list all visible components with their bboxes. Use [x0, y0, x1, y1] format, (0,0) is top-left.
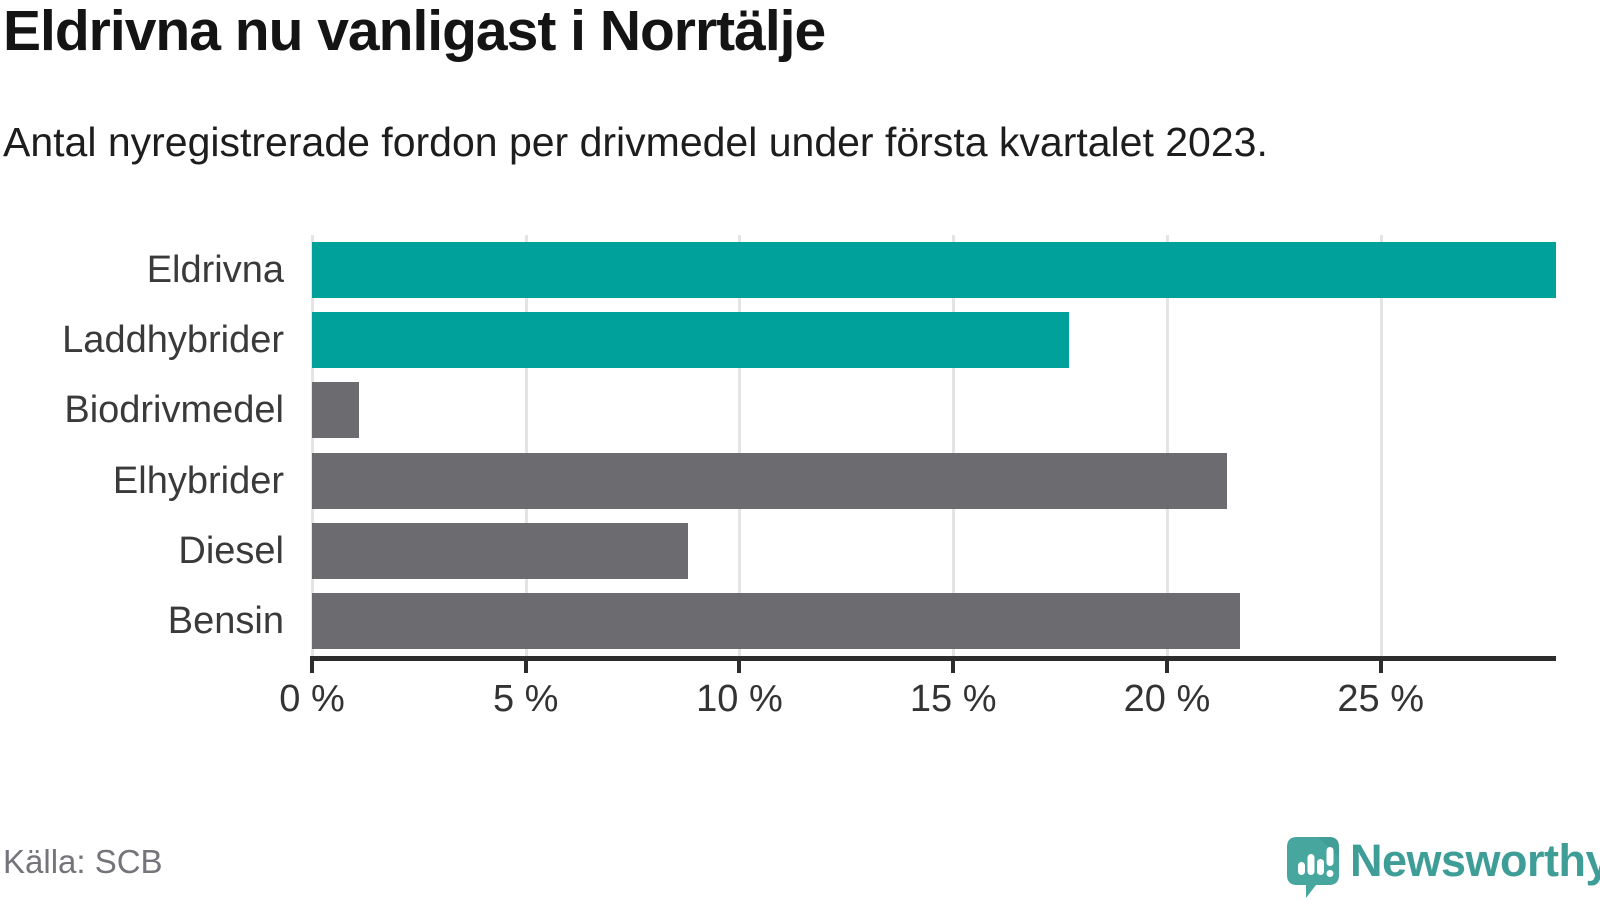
x-tick-mark — [951, 656, 956, 673]
bar-row — [312, 375, 1556, 445]
bar-diesel — [312, 522, 689, 579]
x-tick-label: 5 % — [492, 678, 559, 720]
bar-row — [312, 586, 1556, 656]
page-title: Eldrivna nu vanligast i Norrtälje — [3, 0, 826, 63]
category-label: Biodrivmedel — [64, 389, 284, 432]
x-tick-mark — [1378, 656, 1383, 673]
bar-eldrivna — [312, 242, 1556, 299]
x-tick-mark — [310, 656, 314, 673]
x-tick-label: 20 % — [1123, 678, 1211, 720]
category-label: Diesel — [178, 529, 284, 572]
category-label: Eldrivna — [146, 249, 284, 291]
category-label: Laddhybrider — [62, 319, 284, 362]
x-tick-label: 10 % — [696, 678, 783, 720]
newsworthy-logo: Newsworthy — [1286, 834, 1600, 900]
gridline — [1379, 235, 1383, 656]
category-label: Elhybrider — [112, 459, 284, 502]
x-axis-line — [310, 656, 1556, 661]
page-subtitle: Antal nyregistrerade fordon per drivmede… — [3, 119, 1268, 165]
newsworthy-logo-text: Newsworthy — [1350, 835, 1600, 886]
newsworthy-logo-icon — [1287, 837, 1339, 898]
gridline — [311, 235, 314, 656]
x-tick-label: 0 % — [279, 678, 345, 720]
x-tick-mark — [1164, 656, 1169, 673]
bar-row — [312, 516, 1556, 586]
gridline — [952, 235, 956, 656]
category-axis: Eldrivna Laddhybrider Biodrivmedel Elhybrid… — [0, 235, 284, 656]
x-tick-mark — [737, 656, 742, 673]
bar-elhybrider — [312, 452, 1227, 509]
x-tick-label: 15 % — [909, 678, 997, 720]
gridline — [1165, 235, 1169, 656]
bar-biodrivmedel — [312, 382, 360, 439]
bar-laddhybrider — [312, 312, 1069, 369]
bar-row — [312, 235, 1556, 305]
x-tick-mark — [523, 656, 528, 673]
gridline — [524, 235, 528, 656]
category-label: Bensin — [167, 599, 284, 642]
source-note: Källa: SCB — [3, 843, 163, 880]
bar-bensin — [312, 592, 1240, 649]
x-tick-label: 25 % — [1337, 678, 1425, 720]
bar-row — [312, 305, 1556, 375]
gridline — [738, 235, 742, 656]
plot-area — [311, 235, 1556, 656]
bar-row — [312, 446, 1556, 516]
